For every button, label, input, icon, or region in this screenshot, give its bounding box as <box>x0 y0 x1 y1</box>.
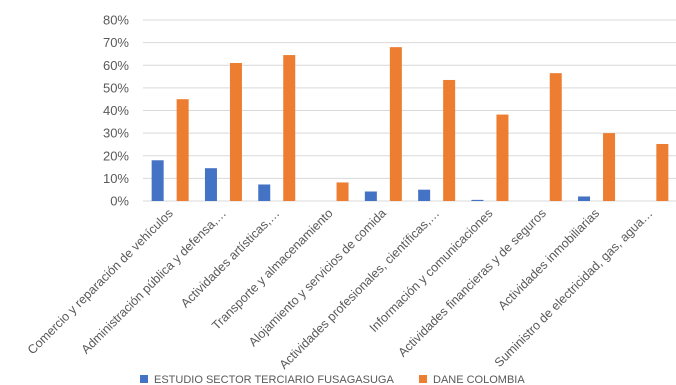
y-tick-label: 30% <box>103 126 129 141</box>
bar-dane <box>656 143 669 201</box>
x-category-label: Actividades inmobiliarias <box>495 206 602 313</box>
y-tick-label: 70% <box>103 35 129 50</box>
y-tick-label: 20% <box>103 148 129 163</box>
bar-dane <box>443 79 456 201</box>
x-axis-labels: Comercio y reparación de vehículosAdmini… <box>25 206 656 372</box>
bar-estudio <box>578 196 591 201</box>
legend-swatch <box>140 375 148 383</box>
y-tick-label: 80% <box>103 13 129 28</box>
y-tick-label: 60% <box>103 58 129 73</box>
bar-dane <box>549 73 562 201</box>
y-tick-label: 40% <box>103 103 129 118</box>
bars <box>151 47 669 202</box>
y-axis-ticks: 0% 10% 20% 30% 40% 50% 60% 70% 80% <box>103 13 129 209</box>
bar-estudio <box>418 189 431 201</box>
bar-dane <box>336 182 349 201</box>
legend-label: ESTUDIO SECTOR TERCIARIO FUSAGASUGA <box>154 374 394 385</box>
bar-estudio <box>151 160 164 201</box>
bar-dane <box>229 62 242 201</box>
bar-dane <box>496 114 509 201</box>
y-tick-label: 50% <box>103 80 129 95</box>
bar-estudio <box>364 191 377 201</box>
y-tick-label: 0% <box>110 194 129 209</box>
legend: ESTUDIO SECTOR TERCIARIO FUSAGASUGA DANE … <box>140 374 525 385</box>
bar-estudio <box>204 168 217 201</box>
x-category-label: Actividades artísticas,… <box>178 206 282 310</box>
bar-dane <box>176 99 189 201</box>
bar-estudio <box>258 184 271 201</box>
bar-dane <box>283 55 296 201</box>
bar-dane <box>603 133 616 201</box>
legend-swatch <box>419 375 427 383</box>
bar-estudio <box>471 199 484 201</box>
legend-label: DANE COLOMBIA <box>433 374 525 385</box>
bar-dane <box>389 47 402 202</box>
y-tick-label: 10% <box>103 171 129 186</box>
gridlines <box>143 19 676 202</box>
